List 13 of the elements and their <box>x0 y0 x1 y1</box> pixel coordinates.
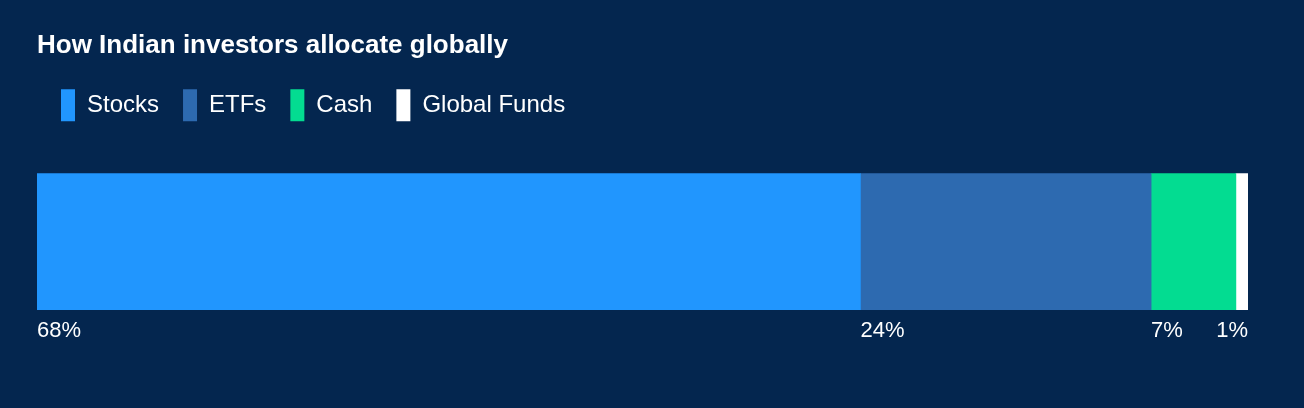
bar <box>1150 173 1237 310</box>
bar <box>860 173 1152 310</box>
legend-label: Global Funds <box>422 89 566 117</box>
chart-title: How Indian investors allocate globally <box>37 28 509 59</box>
data-label: 68% <box>37 317 82 343</box>
bar <box>1235 173 1248 310</box>
legend-label: Stocks <box>87 89 160 117</box>
data-label: 1% <box>1216 317 1248 343</box>
data-label: 7% <box>1151 317 1183 343</box>
legend-label: ETFs <box>209 89 267 117</box>
bar <box>37 173 861 310</box>
data-label: 24% <box>860 317 905 343</box>
legend-label: Cash <box>316 89 373 117</box>
